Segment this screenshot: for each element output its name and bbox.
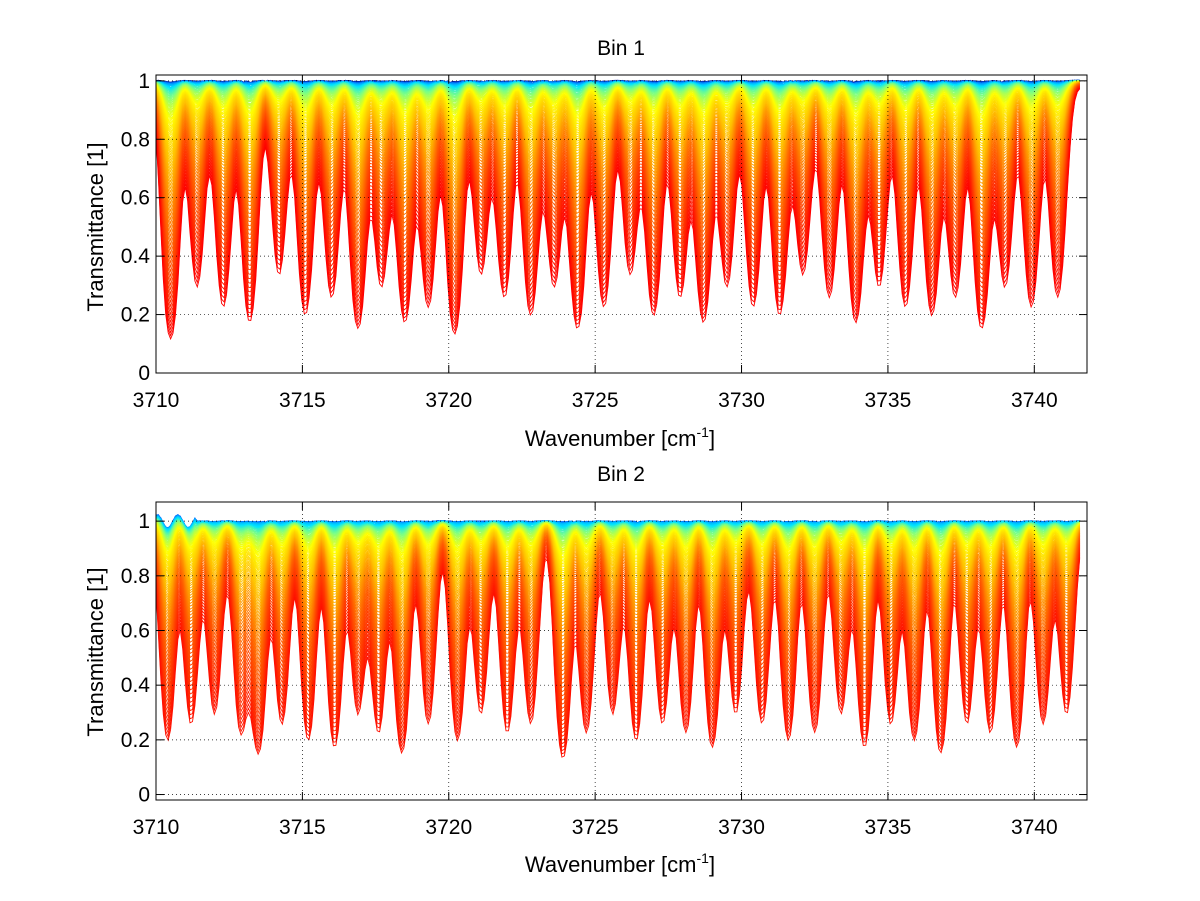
panel-2-x-ticks: 3710 3715 3720 3725 3730 3735 3740: [133, 502, 1058, 839]
y-tick-label: 0.2: [121, 729, 150, 752]
panel-1-title: Bin 1: [597, 37, 645, 60]
x-tick-label: 3715: [279, 816, 326, 839]
spectrum-line: [155, 558, 1081, 758]
panel-bin-2: 3710 3715 3720 3725 3730 3735 3740 00.20.40.60…: [83, 463, 1088, 877]
x-tick-label: 3710: [133, 389, 180, 412]
x-tick-label: 3735: [865, 389, 912, 412]
panel-2-x-axis-label: Wavenumber [cm-1]: [525, 850, 715, 877]
y-tick-label: 0.2: [121, 304, 150, 327]
y-tick-label: 0.8: [121, 128, 150, 151]
x-tick-label: 3715: [279, 389, 326, 412]
panel-bin-1: 3710 3715 3720 3725 3730 3735 3740 00.20.40.60…: [83, 37, 1088, 451]
x-tick-label: 3730: [718, 816, 765, 839]
y-tick-label: 1: [138, 510, 150, 533]
y-tick-label: 0.6: [121, 187, 150, 210]
x-tick-label: 3720: [425, 816, 472, 839]
panel-2-axes-frame: [155, 501, 1088, 801]
x-tick-label: 3725: [572, 816, 619, 839]
panel-1-series-lines: [155, 79, 1081, 341]
panel-1-axes-frame: [155, 74, 1088, 374]
x-tick-label: 3725: [572, 389, 619, 412]
panel-1-x-axis-label: Wavenumber [cm-1]: [525, 424, 715, 451]
x-tick-label: 3740: [1011, 389, 1058, 412]
y-tick-label: 0.6: [121, 619, 150, 642]
y-tick-label: 0: [138, 362, 150, 385]
x-tick-label: 3740: [1011, 816, 1058, 839]
y-tick-label: 0: [138, 784, 150, 807]
panel-1-x-ticks: 3710 3715 3720 3725 3730 3735 3740: [133, 75, 1058, 412]
panel-1-y-axis-label: Transmittance [1]: [83, 142, 108, 311]
x-tick-label: 3720: [425, 389, 472, 412]
x-tick-label: 3735: [865, 816, 912, 839]
panel-2-y-ticks: 0 0.2 0.4 0.6 0.8 1: [121, 510, 1087, 807]
x-tick-label: 3710: [133, 816, 180, 839]
y-tick-label: 1: [138, 70, 150, 93]
panel-2-series-lines: [155, 514, 1081, 758]
y-tick-label: 0.4: [121, 245, 151, 268]
y-tick-label: 0.8: [121, 565, 150, 588]
x-tick-label: 3730: [718, 389, 765, 412]
y-tick-label: 0.4: [121, 674, 151, 697]
panel-1-y-ticks: 0 0.2 0.4 0.6 0.8 1: [121, 70, 1087, 385]
spectrum-line: [155, 88, 1081, 341]
panel-2-y-axis-label: Transmittance [1]: [83, 567, 108, 736]
panel-2-title: Bin 2: [597, 463, 645, 486]
